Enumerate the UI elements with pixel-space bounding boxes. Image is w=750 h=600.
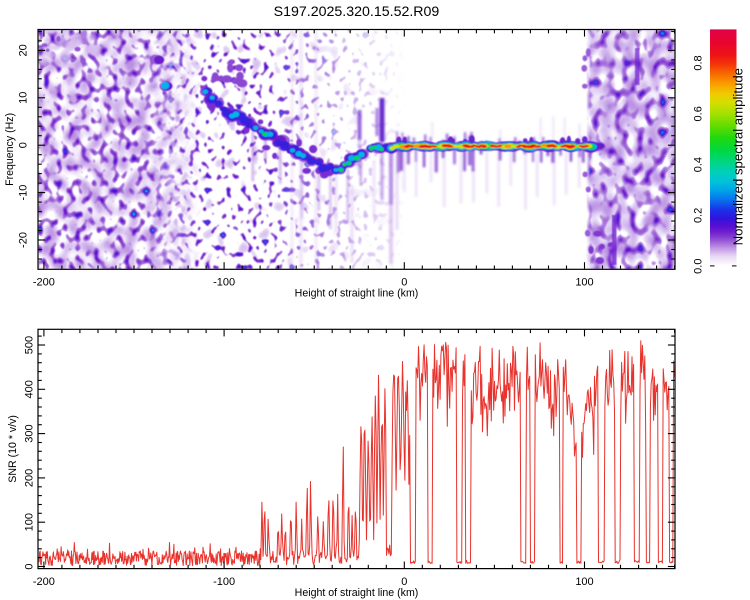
svg-text:S197.2025.320.15.52.R09: S197.2025.320.15.52.R09 — [274, 4, 440, 20]
svg-text:-100: -100 — [213, 576, 235, 588]
svg-text:-100: -100 — [213, 277, 235, 289]
svg-text:0.2: 0.2 — [693, 208, 705, 223]
svg-text:200: 200 — [24, 469, 36, 487]
svg-text:-20: -20 — [18, 232, 30, 248]
svg-text:0.0: 0.0 — [693, 259, 705, 274]
svg-text:300: 300 — [24, 424, 36, 442]
svg-text:10: 10 — [18, 92, 30, 104]
svg-text:0: 0 — [18, 142, 30, 148]
svg-text:SNR (10 * v/v): SNR (10 * v/v) — [7, 415, 19, 483]
svg-text:0.6: 0.6 — [693, 106, 705, 121]
svg-text:-200: -200 — [33, 277, 55, 289]
svg-text:100: 100 — [575, 576, 593, 588]
svg-text:0: 0 — [401, 277, 407, 289]
svg-text:Frequency (Hz): Frequency (Hz) — [4, 113, 16, 186]
svg-text:500: 500 — [24, 336, 36, 354]
svg-text:-10: -10 — [18, 185, 30, 201]
svg-text:Height of straight line (km): Height of straight line (km) — [295, 288, 419, 300]
svg-text:0.8: 0.8 — [693, 55, 705, 70]
svg-text:20: 20 — [18, 44, 30, 56]
svg-text:100: 100 — [24, 513, 36, 531]
svg-text:100: 100 — [575, 277, 593, 289]
svg-text:0: 0 — [401, 576, 407, 588]
svg-text:-200: -200 — [33, 576, 55, 588]
svg-text:Height of straight line (km): Height of straight line (km) — [295, 587, 419, 599]
svg-text:Normalized spectral amplitude: Normalized spectral amplitude — [731, 68, 746, 245]
svg-text:0.4: 0.4 — [693, 157, 705, 172]
svg-text:0: 0 — [24, 563, 36, 569]
svg-text:400: 400 — [24, 380, 36, 398]
